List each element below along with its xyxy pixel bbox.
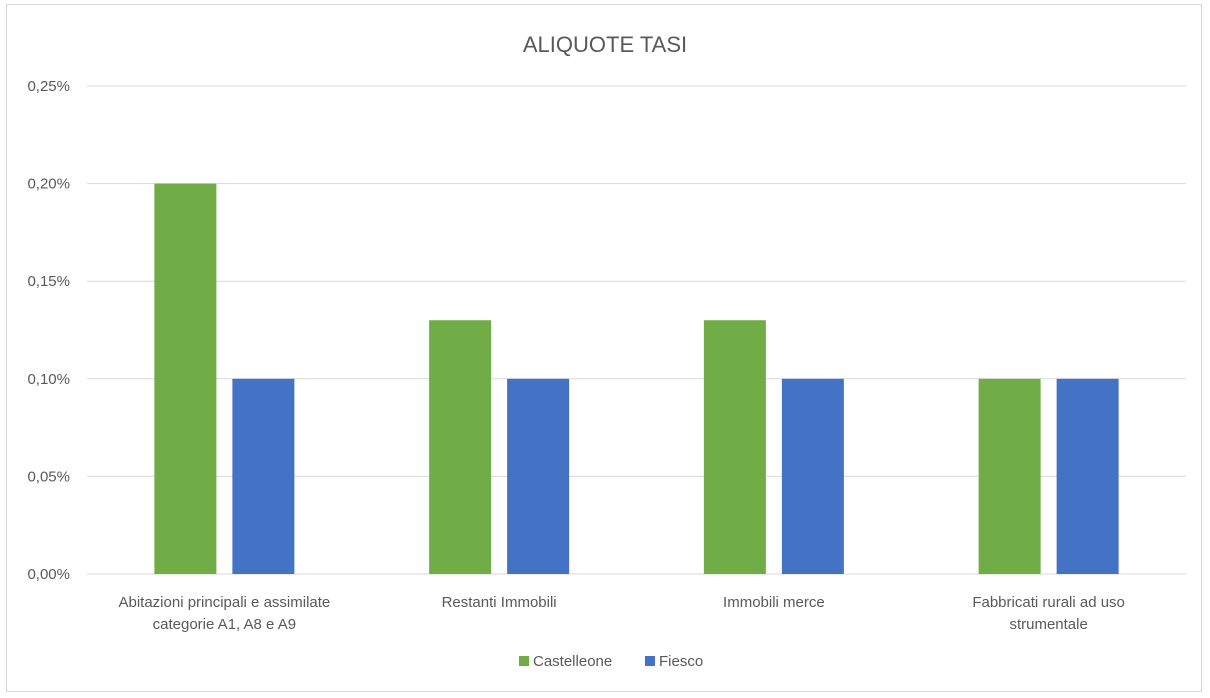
y-tick-label: 0,10% (27, 371, 70, 388)
x-category-label: Abitazioni principali e assimilate catego… (118, 594, 330, 633)
bar-fiesco (1056, 378, 1119, 574)
bar-fiesco (232, 378, 295, 574)
legend-swatch-fiesco (645, 656, 655, 666)
x-category-label: Restanti Immobili (442, 594, 557, 611)
legend: Castelleone Fiesco (519, 653, 703, 670)
y-tick-label: 0,00% (27, 566, 70, 583)
y-tick-label: 0,05% (27, 468, 70, 485)
bar-fiesco (507, 378, 570, 574)
x-category-label: Fabbricati rurali ad uso strumentale (972, 594, 1125, 633)
bar-castelleone (429, 320, 492, 574)
legend-swatch-castelleone (519, 656, 529, 666)
x-category-label: Immobili merce (723, 594, 825, 611)
bar-castelleone (154, 183, 217, 574)
bar-fiesco (781, 378, 844, 574)
x-axis-labels: Abitazioni principali e assimilate catego… (118, 594, 1124, 633)
legend-label-castelleone: Castelleone (533, 653, 612, 670)
legend-label-fiesco: Fiesco (659, 653, 703, 670)
y-axis-ticks: 0,00% 0,05% 0,10% 0,15% 0,20% 0,25% (27, 78, 70, 583)
bar-castelleone (978, 378, 1041, 574)
bars (154, 183, 1119, 574)
chart-title: ALIQUOTE TASI (523, 32, 687, 57)
y-tick-label: 0,15% (27, 273, 70, 290)
y-tick-label: 0,25% (27, 78, 70, 95)
bar-castelleone (703, 320, 766, 574)
y-tick-label: 0,20% (27, 176, 70, 193)
